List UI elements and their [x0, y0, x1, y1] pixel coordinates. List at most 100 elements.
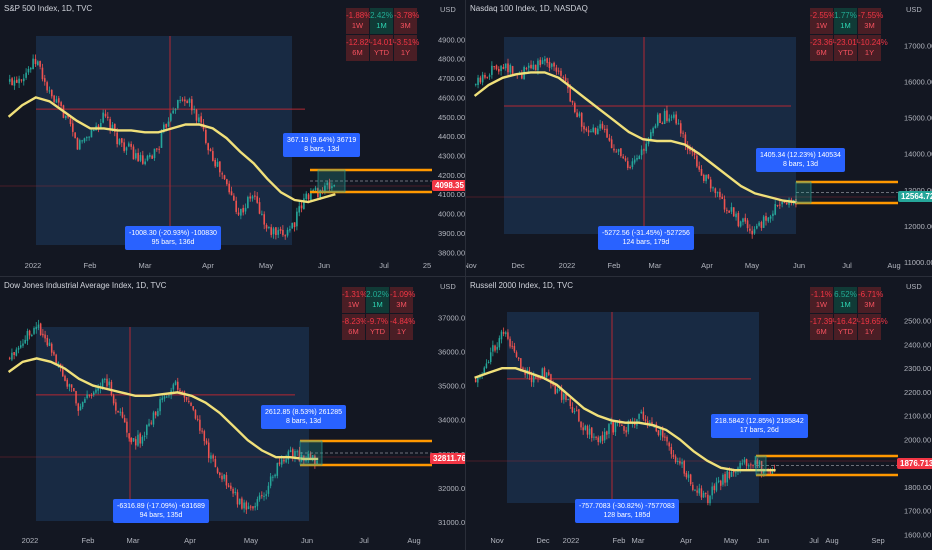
chart-pane-dji[interactable]: 31000.0032000.0033000.0034000.0035000.00…: [0, 277, 465, 550]
x-axis-tick: May: [244, 536, 258, 545]
candle-body: [608, 137, 611, 141]
candle-body: [8, 79, 11, 82]
candle-body: [104, 113, 107, 117]
candle-body: [544, 59, 546, 62]
candle-body: [326, 182, 329, 186]
performance-table: -2.55% 1W 1.77% 1M -7.55% 3M -23.36% 6M -23.01% Y…: [810, 8, 888, 61]
chart-pane-rut[interactable]: 1600.001700.001800.001900.002000.002100.…: [466, 277, 932, 550]
candle-body: [127, 143, 130, 147]
chart-pane-spx[interactable]: 3800.00 3900.00 4000.00 4100.00 4200.00 4300.…: [0, 0, 465, 276]
candle-body: [486, 76, 489, 78]
candle-body: [592, 127, 595, 133]
candle-body: [582, 427, 584, 431]
measure-line1: -757.7083 (-30.82%) -7577083: [579, 503, 675, 510]
candle-body: [753, 229, 756, 234]
candle-body: [742, 218, 744, 223]
candle-body: [275, 227, 277, 236]
candle-body: [732, 471, 735, 473]
x-axis-tick: Mar: [649, 261, 662, 270]
candle-body: [620, 148, 622, 156]
candle-body: [723, 199, 726, 210]
candle-body: [205, 440, 208, 444]
perf-cell-3m: -7.55% 3M: [858, 8, 883, 34]
y-axis-tick: 34000.00: [438, 416, 465, 425]
measure-green-box: [795, 181, 812, 204]
candle-body: [638, 156, 641, 160]
y-axis-tick: 2500.00: [904, 317, 931, 326]
candle-body: [489, 352, 492, 362]
candle-body: [765, 215, 767, 221]
candle-body: [269, 476, 272, 486]
y-axis-tick: 4900.00: [438, 35, 465, 44]
candle-body: [737, 212, 740, 227]
candle-body: [307, 194, 310, 200]
candle-body: [60, 102, 62, 107]
performance-table: -1.31% 1W 2.02% 1M -1.09% 3M -8.23% 6M -9.7% YTD -…: [342, 287, 415, 340]
candle-body: [715, 482, 718, 491]
candle-body: [149, 154, 151, 157]
candle-body: [647, 139, 650, 144]
candle-body: [70, 384, 73, 388]
candle-body: [139, 433, 141, 444]
chart-pane-ndx[interactable]: 11000.00 12000.00 13000.00 14000.00 15000.00…: [466, 0, 932, 276]
candle-body: [513, 345, 516, 352]
y-axis-tick: 36000.00: [438, 348, 465, 357]
candle-body: [744, 217, 747, 222]
candle-body: [298, 450, 301, 462]
chart-svg-ndx[interactable]: 11000.00 12000.00 13000.00 14000.00 15000.00…: [466, 0, 932, 276]
range-box: [36, 36, 292, 245]
candle-body: [276, 463, 279, 476]
perf-value: -17.39%: [810, 317, 840, 326]
measure-line1: 1405.34 (12.23%) 140534: [760, 152, 841, 159]
candle-body: [272, 228, 275, 235]
candle-body: [754, 460, 756, 465]
candle-body: [578, 113, 581, 117]
candle-body: [537, 60, 539, 71]
pane-divider-horizontal[interactable]: [0, 276, 932, 277]
measure-box-down: -1008.30 (-20.93%) -100830 95 bars, 136d: [125, 226, 221, 250]
x-axis-tick: Aug: [825, 536, 838, 545]
candle-body: [130, 437, 133, 443]
candle-body: [221, 475, 223, 480]
chart-svg-rut[interactable]: 1600.001700.001800.001900.002000.002100.…: [466, 277, 932, 550]
candle-body: [569, 398, 572, 407]
candle-body: [741, 463, 744, 465]
candle-body: [698, 166, 701, 170]
candle-body: [483, 367, 486, 374]
candle-body: [495, 65, 498, 70]
candle-body: [142, 155, 144, 164]
measure-line2: 17 bars, 26d: [739, 427, 779, 434]
perf-period-label: 1Y: [396, 327, 407, 336]
candle-body: [580, 112, 583, 127]
candle-body: [135, 153, 137, 159]
candle-body: [712, 187, 714, 189]
chart-svg-spx[interactable]: 3800.00 3900.00 4000.00 4100.00 4200.00 4300.…: [0, 0, 465, 276]
candle-body: [11, 78, 13, 86]
candle-body: [172, 110, 174, 114]
candle-body: [633, 159, 636, 163]
y-axis-tick: 2200.00: [904, 388, 931, 397]
y-axis-tick: 35000.00: [438, 382, 465, 391]
candle-body: [13, 80, 16, 86]
candle-body: [659, 428, 662, 436]
candle-body: [39, 323, 42, 335]
candle-body: [13, 352, 15, 356]
candle-body: [174, 109, 177, 111]
measure-box-up: 218.5842 (12.85%) 2185842 17 bars, 26d: [711, 414, 808, 438]
x-axis-tick: Sep: [871, 536, 884, 545]
y-axis-tick: 1600.00: [904, 530, 931, 539]
candle-body: [541, 368, 544, 378]
candle-body: [511, 345, 513, 347]
candle-body: [575, 410, 578, 412]
candle-body: [756, 460, 759, 465]
candle-body: [64, 375, 66, 381]
pane-divider-vertical[interactable]: [465, 0, 466, 550]
last-price-tag: 1876.7135: [897, 458, 932, 469]
candle-body: [629, 166, 631, 168]
candle-body: [606, 431, 608, 435]
chart-title: Russell 2000 Index, 1D, TVC: [470, 281, 574, 290]
candle-body: [696, 490, 698, 493]
candle-body: [735, 213, 737, 218]
perf-period-label: 3M: [396, 300, 407, 309]
candle-body: [247, 506, 250, 510]
